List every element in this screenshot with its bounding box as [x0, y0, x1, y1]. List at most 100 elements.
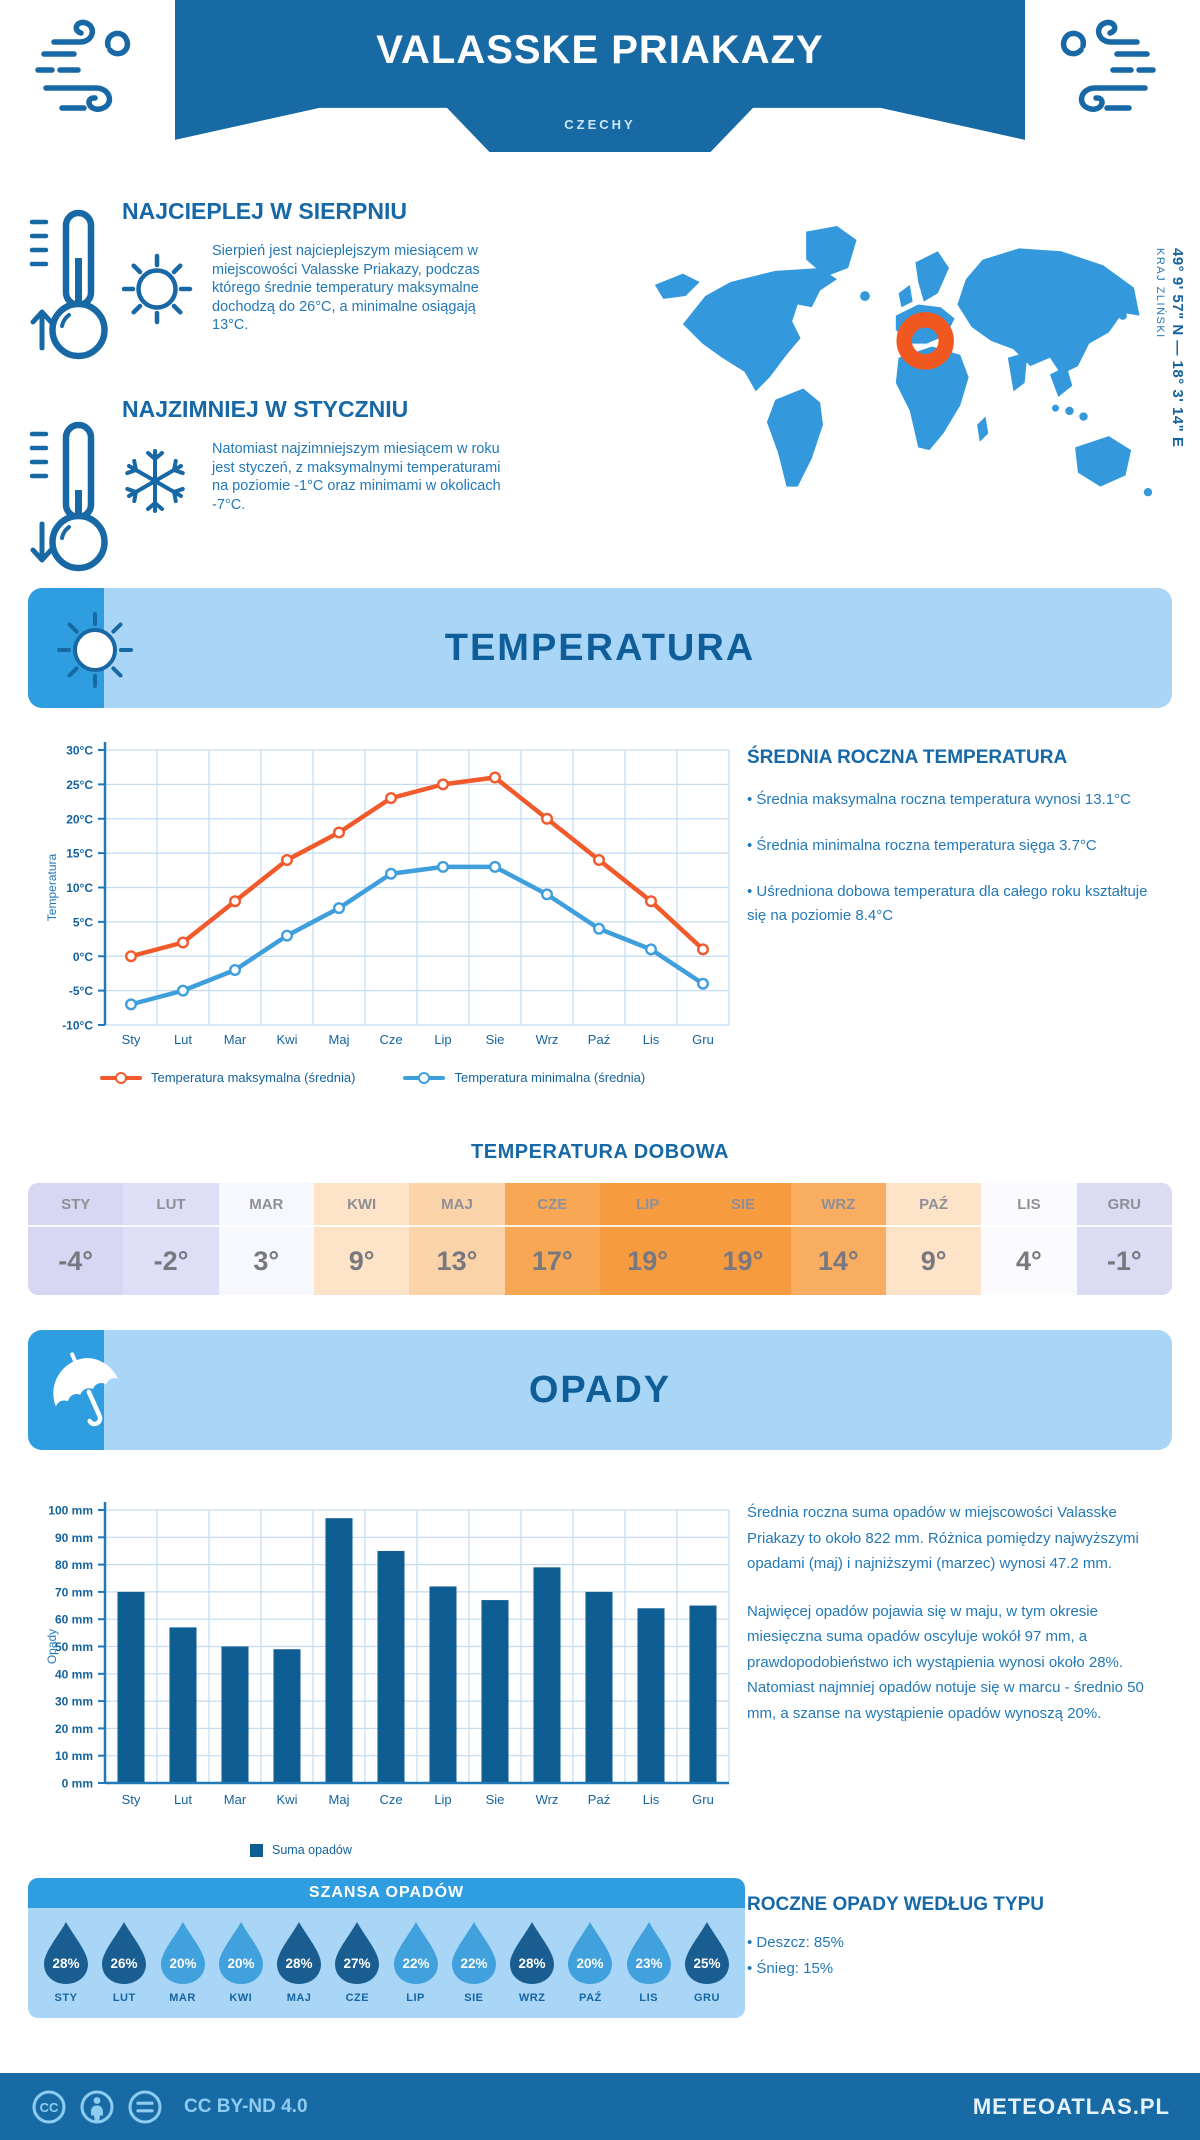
- site-name: METEOATLAS.PL: [972, 2093, 1170, 2119]
- precip-chance-item: 22% LIP: [390, 1921, 442, 2004]
- svg-text:Kwi: Kwi: [277, 1032, 298, 1047]
- svg-text:30 mm: 30 mm: [55, 1695, 93, 1709]
- svg-text:CC: CC: [40, 2100, 59, 2115]
- location-region: KRAJ ZLIŃSKI: [1154, 248, 1166, 339]
- svg-text:Lut: Lut: [174, 1032, 192, 1047]
- svg-text:Cze: Cze: [379, 1032, 402, 1047]
- page-title: VALASSKE PRIAKAZY: [376, 28, 824, 72]
- precip-chance-item: 22% SIE: [448, 1921, 500, 2004]
- svg-text:Paź: Paź: [588, 1792, 610, 1807]
- legend-label: Suma opadów: [272, 1843, 352, 1857]
- thermometer-warm-icon: [29, 209, 108, 360]
- month-label: SIE: [695, 1183, 791, 1227]
- annual-temp-stats: • Średnia maksymalna roczna temperatura …: [747, 788, 1157, 950]
- location-block: 49° 9' 57" N — 18° 3' 14" E KRAJ ZLIŃSKI: [1154, 248, 1186, 533]
- svg-text:Opady: Opady: [45, 1629, 59, 1664]
- svg-text:20%: 20%: [169, 1956, 196, 1971]
- svg-text:22%: 22%: [460, 1956, 487, 1971]
- precip-chance-item: 20% KWI: [215, 1921, 267, 2004]
- svg-text:Lip: Lip: [434, 1792, 451, 1807]
- svg-text:Wrz: Wrz: [536, 1032, 559, 1047]
- svg-text:15°C: 15°C: [66, 847, 93, 861]
- temperature-value: 17°: [531, 1245, 573, 1276]
- svg-text:Sty: Sty: [122, 1792, 141, 1807]
- svg-text:20%: 20%: [227, 1956, 254, 1971]
- precip-chance-item: 28% STY: [40, 1921, 92, 2004]
- svg-text:Lut: Lut: [174, 1792, 192, 1807]
- precip-chance-item: 25% GRU: [681, 1921, 733, 2004]
- svg-text:90 mm: 90 mm: [55, 1531, 93, 1545]
- temperature-value: 19°: [627, 1245, 669, 1276]
- temperature-section-title: TEMPERATURA: [444, 627, 756, 669]
- svg-text:Maj: Maj: [329, 1032, 350, 1047]
- temperature-value: 9°: [920, 1245, 947, 1276]
- precipitation-section-header: OPADY: [28, 1330, 1172, 1450]
- month-label: LUT: [123, 1183, 219, 1227]
- daily-temp-cell: LIS 4°: [981, 1183, 1077, 1295]
- precip-chance-body: 28% STY 26% LUT 20% MAR 20% KWI 28% MAJ 27% CZE 22% L…: [28, 1908, 745, 2018]
- month-label: MAJ: [286, 1992, 312, 2004]
- month-label: MAJ: [409, 1183, 505, 1227]
- month-label: MAR: [218, 1183, 314, 1227]
- precip-types: • Deszcz: 85% • Śnieg: 15%: [747, 1930, 844, 1983]
- paragraph: Średnia roczna suma opadów w miejscowośc…: [747, 1504, 1139, 1572]
- raindrop-icon: 28%: [510, 1922, 555, 1984]
- daily-table-title: TEMPERATURA DOBOWA: [471, 1141, 729, 1163]
- daily-temp-cell: WRZ 14°: [790, 1183, 886, 1295]
- raindrop-icon: 22%: [451, 1922, 496, 1984]
- wind-icon: [1060, 19, 1156, 112]
- stat-item: • Uśredniona dobowa temperatura dla całe…: [747, 883, 1148, 924]
- daily-temp-cell: LUT -2°: [123, 1183, 219, 1295]
- precip-chance-item: 26% LUT: [98, 1921, 150, 2004]
- month-label: WRZ: [518, 1992, 546, 2004]
- legend-item: Temperatura minimalna (średnia): [403, 1070, 645, 1085]
- cc-by-person-icon: [80, 2090, 114, 2123]
- precipitation-paragraphs: Średnia roczna suma opadów w miejscowośc…: [747, 1500, 1167, 1748]
- svg-text:0 mm: 0 mm: [62, 1777, 93, 1791]
- temperature-section-header: TEMPERATURA: [28, 588, 1172, 708]
- svg-text:23%: 23%: [635, 1956, 662, 1971]
- svg-text:Wrz: Wrz: [536, 1792, 559, 1807]
- svg-text:50 mm: 50 mm: [55, 1640, 93, 1654]
- raindrop-icon: 28%: [277, 1922, 322, 1984]
- svg-text:60 mm: 60 mm: [55, 1613, 93, 1627]
- temperature-chart-legend: Temperatura maksymalna (średnia) Temperat…: [100, 1070, 645, 1085]
- cc-nd-equals-icon: [128, 2090, 162, 2123]
- daily-temp-cell: MAR 3°: [218, 1183, 314, 1295]
- month-label: MAR: [169, 1992, 196, 2004]
- cc-icon: CC: [32, 2090, 66, 2123]
- annual-temp-title: ŚREDNIA ROCZNA TEMPERATURA: [747, 747, 1068, 768]
- svg-text:Gru: Gru: [692, 1032, 714, 1047]
- stat-item: • Średnia minimalna roczna temperatura s…: [747, 837, 1097, 854]
- svg-text:26%: 26%: [111, 1956, 138, 1971]
- daily-temp-cell: PAŹ 9°: [885, 1183, 982, 1295]
- svg-text:Cze: Cze: [379, 1792, 402, 1807]
- month-label: LIS: [639, 1992, 658, 2004]
- precipitation-bar-chart: 0 mm 10 mm 20 mm 30 mm 40 mm 50 mm 60 mm 70 mm 8…: [45, 1502, 730, 1807]
- svg-text:Mar: Mar: [224, 1032, 247, 1047]
- precip-chance-item: 27% CZE: [331, 1921, 383, 2004]
- raindrop-icon: 25%: [684, 1922, 729, 1984]
- precip-chance-title: SZANSA OPADÓW: [28, 1878, 745, 1908]
- svg-text:25%: 25%: [693, 1956, 720, 1971]
- svg-text:25°C: 25°C: [66, 778, 93, 792]
- temperature-value: 13°: [436, 1245, 478, 1276]
- temperature-value: 3°: [253, 1245, 280, 1276]
- month-label: KWI: [313, 1183, 410, 1227]
- svg-text:0°C: 0°C: [73, 950, 93, 964]
- raindrop-icon: 23%: [626, 1922, 671, 1984]
- precip-chance-item: 23% LIS: [623, 1921, 675, 2004]
- month-label: CZE: [504, 1183, 600, 1227]
- temperature-value: -4°: [58, 1245, 94, 1276]
- umbrella-icon: [53, 1352, 119, 1427]
- month-label: WRZ: [790, 1183, 886, 1227]
- paragraph: Najwięcej opadów pojawia się w maju, w t…: [747, 1602, 1144, 1722]
- license-label: CC BY-ND 4.0: [184, 2095, 308, 2117]
- legend-line-marker: [100, 1071, 142, 1084]
- svg-text:20°C: 20°C: [66, 812, 93, 826]
- svg-text:27%: 27%: [344, 1956, 371, 1971]
- daily-temp-cell: STY -4°: [28, 1183, 124, 1295]
- wind-icon: [35, 19, 131, 112]
- thermometer-cold-icon: [29, 421, 108, 572]
- svg-text:28%: 28%: [286, 1956, 313, 1971]
